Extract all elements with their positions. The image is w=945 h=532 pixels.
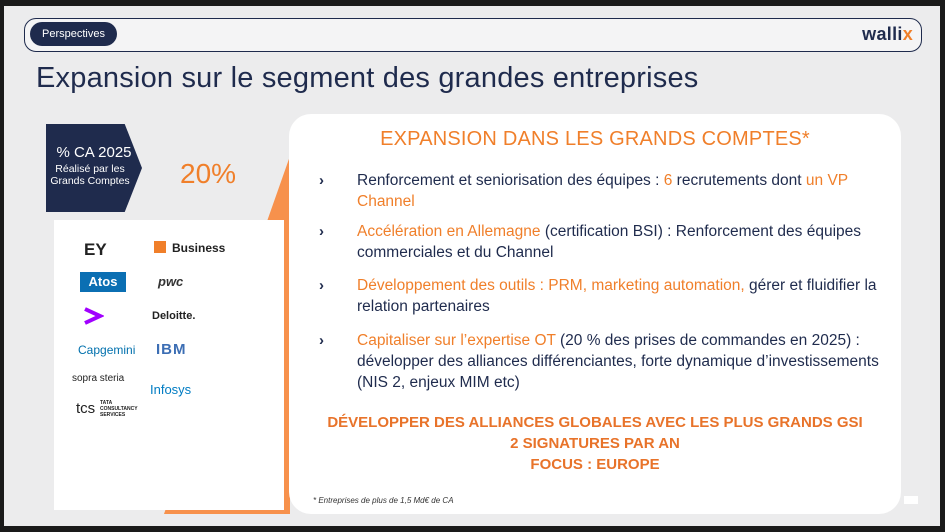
- bullet-3-text: Développement des outils : PRM, marketin…: [357, 275, 887, 317]
- header-bar: Perspectives wallix: [24, 18, 922, 52]
- slide: Perspectives wallix Expansion sur le seg…: [4, 6, 940, 526]
- atos-logo: Atos: [80, 272, 126, 292]
- ibm-logo: IBM: [156, 341, 187, 358]
- sopra-steria-logo: sopra steria: [72, 373, 125, 384]
- b3-a: Développement des outils : PRM, marketin…: [357, 277, 745, 294]
- b1-c: recrutements dont: [672, 172, 806, 189]
- b1-d: un VP Channel: [357, 172, 848, 210]
- bullet-4-text: Capitaliser sur l’expertise OT (20 % des…: [357, 330, 887, 393]
- pwc-logo: pwc: [158, 274, 184, 289]
- deloitte-logo: Deloitte.: [152, 310, 196, 322]
- accenture-icon: [84, 307, 104, 325]
- b1-a: Renforcement et seniorisation des équipe…: [357, 172, 664, 189]
- content-card: EXPANSION DANS LES GRANDS COMPTES* › Ren…: [289, 114, 901, 514]
- footnote: * Entreprises de plus de 1,5 Md€ de CA: [313, 496, 454, 505]
- b1-b: 6: [663, 172, 673, 189]
- logo-accent: x: [902, 24, 913, 44]
- capgemini-logo: Capgemini: [78, 343, 136, 357]
- infosys-logo: Infosys: [150, 382, 192, 397]
- page-marker: [904, 496, 918, 504]
- logo-main: walli: [862, 24, 903, 44]
- tcs-logo: tcs: [76, 400, 96, 417]
- wallix-logo: wallix: [862, 24, 913, 45]
- ey-logo: EY: [84, 240, 107, 259]
- orange-square-icon: [154, 241, 166, 253]
- cta-line3: FOCUS : EUROPE: [530, 456, 660, 473]
- cta-block: DÉVELOPPER DES ALLIANCES GLOBALES AVEC L…: [289, 412, 901, 475]
- chevron-right-icon: ›: [319, 277, 324, 294]
- b3-b: gérer et fluidifier la relation partenai…: [357, 277, 877, 315]
- b2-b: (certification BSI) : Renforcement des é…: [357, 223, 862, 261]
- b4-b: (20 % des prises de commandes en 2025) :…: [357, 332, 879, 391]
- card-title: EXPANSION DANS LES GRANDS COMPTES*: [380, 128, 810, 150]
- cta-line1: DÉVELOPPER DES ALLIANCES GLOBALES AVEC L…: [327, 414, 863, 431]
- chevron-right-icon: ›: [319, 332, 324, 349]
- section-tag[interactable]: Perspectives: [30, 22, 117, 46]
- chevron-right-icon: ›: [319, 223, 324, 240]
- b2-a: Accélération en Allemagne: [357, 223, 541, 240]
- ca-badge: % CA 2025 Réalisé par les Grands Comptes: [46, 124, 142, 212]
- chevron-right-icon: ›: [319, 172, 324, 189]
- slide-title: Expansion sur le segment des grandes ent…: [36, 62, 699, 94]
- badge-value: 20%: [180, 158, 237, 189]
- badge-line2: Réalisé par les Grands Comptes: [50, 163, 130, 187]
- bullet-1-text: Renforcement et seniorisation des équipe…: [357, 170, 887, 212]
- b4-a: Capitaliser sur l’expertise OT: [357, 332, 556, 349]
- bullet-2-text: Accélération en Allemagne (certification…: [357, 221, 887, 263]
- badge-line1: % CA 2025: [56, 144, 132, 161]
- cta-line2: 2 SIGNATURES PAR AN: [510, 435, 680, 452]
- tcs-subtitle: TATA CONSULTANCY SERVICES: [100, 400, 138, 418]
- orange-business-logo: Business: [172, 241, 226, 255]
- client-logos-panel: EY Business Atos pwc Deloitte. Capgemini…: [54, 220, 284, 510]
